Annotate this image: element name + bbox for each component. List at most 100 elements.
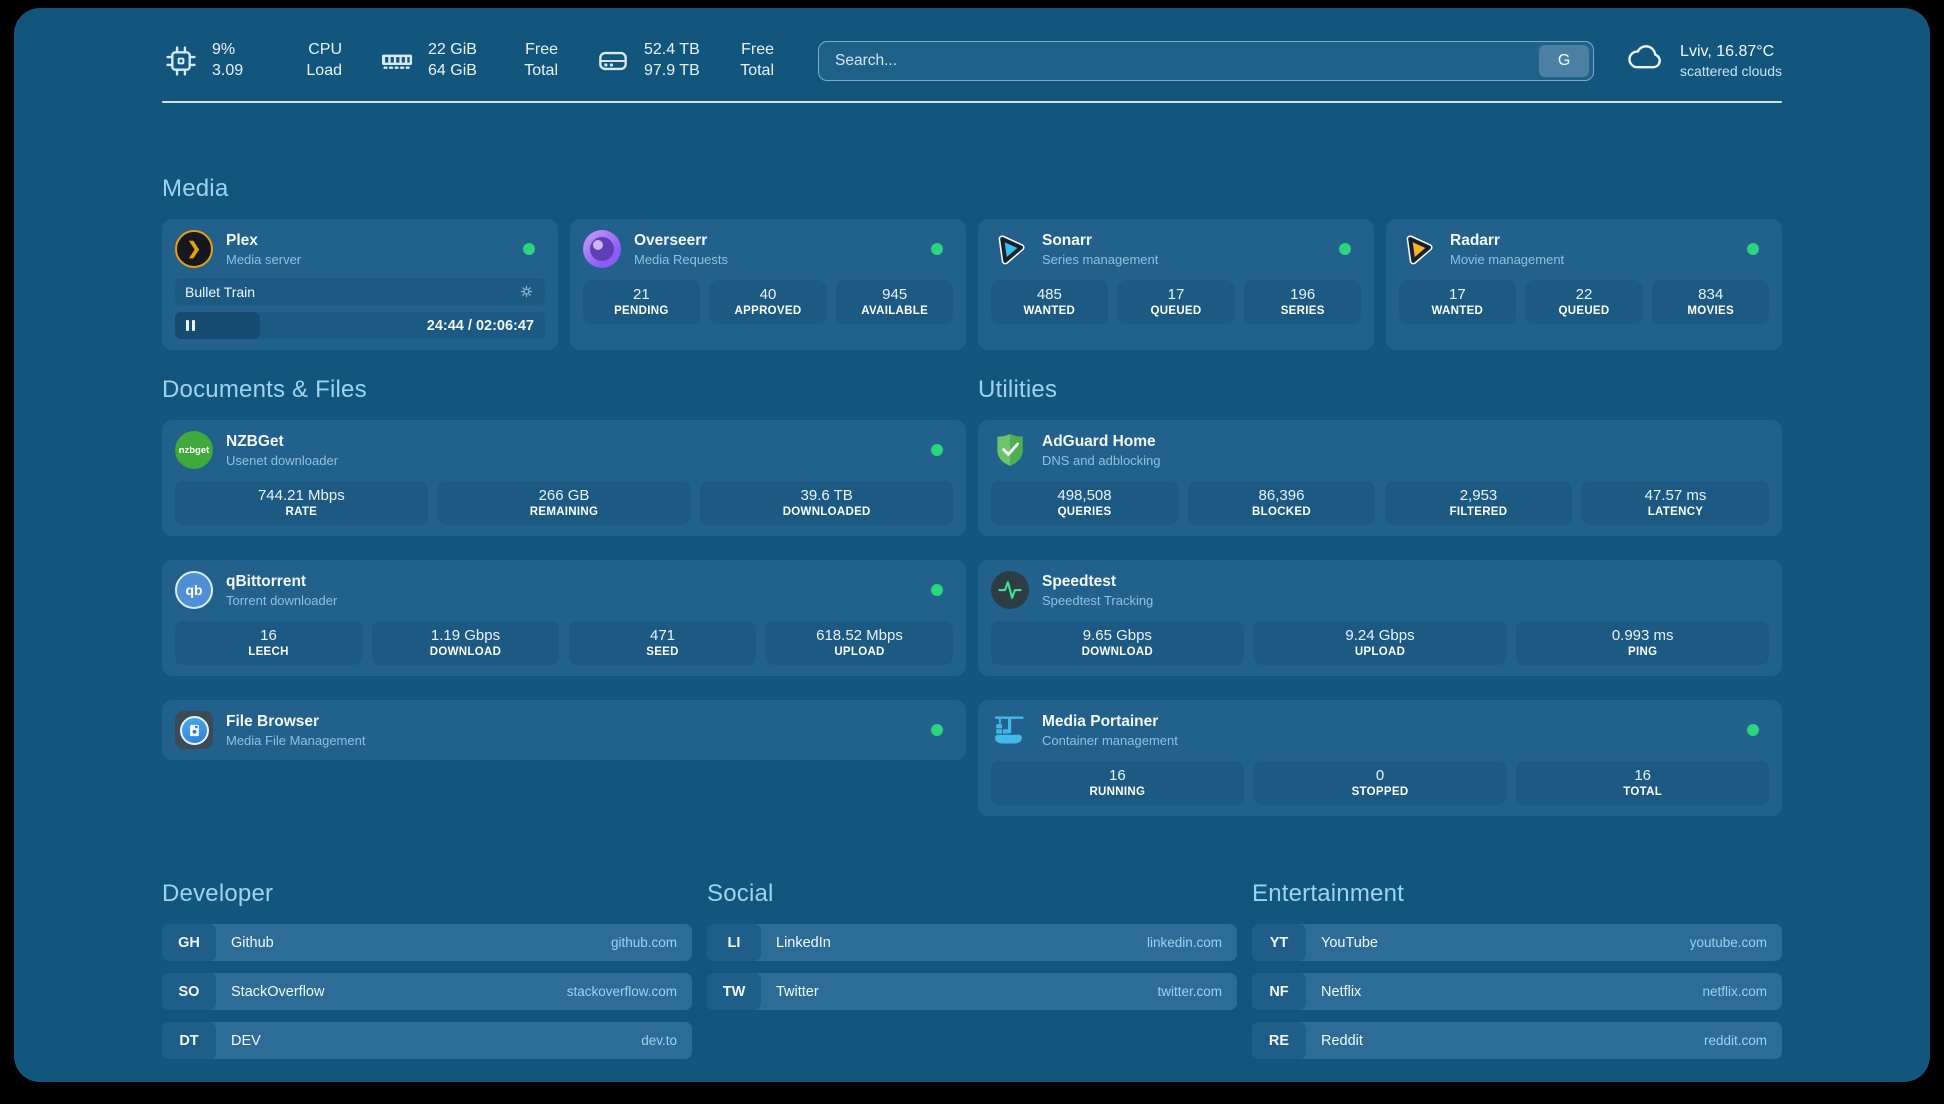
bookmark-domain: netflix.com [1702, 984, 1767, 999]
bookmark-abbr: LI [707, 924, 761, 961]
cpu-stat-widget: 9% CPU 3.09 Load [162, 40, 342, 82]
app-subtitle: Usenet downloader [226, 453, 339, 469]
status-dot [931, 724, 943, 736]
bookmark-github[interactable]: GH Github github.com [162, 924, 692, 961]
bookmark-name: StackOverflow [231, 983, 325, 1000]
bookmark-domain: youtube.com [1689, 935, 1767, 950]
status-dot [931, 243, 943, 255]
app-card-portainer[interactable]: Media Portainer Container management 16 R… [978, 700, 1782, 816]
app-card-qbittorrent[interactable]: qb qBittorrent Torrent downloader 16 LEEC… [162, 560, 966, 676]
disk-free-label: Free [741, 40, 774, 58]
stat-box: 16 LEECH [175, 621, 362, 665]
adguard-icon [991, 431, 1029, 469]
stat-box: 485 WANTED [991, 280, 1108, 324]
stat-box: 9.65 Gbps DOWNLOAD [991, 621, 1244, 665]
stat-box: 21 PENDING [583, 280, 700, 324]
speedtest-icon [991, 571, 1029, 609]
bookmark-linkedin[interactable]: LI LinkedIn linkedin.com [707, 924, 1237, 961]
bookmark-youtube[interactable]: YT YouTube youtube.com [1252, 924, 1782, 961]
stat-box: 40 APPROVED [709, 280, 827, 324]
section-title-media: Media [162, 175, 229, 202]
nzbget-icon: nzbget [175, 431, 213, 469]
playback-time: 24:44 / 02:06:47 [426, 317, 534, 334]
stat-box: 16 TOTAL [1516, 761, 1770, 805]
bookmark-twitter[interactable]: TW Twitter twitter.com [707, 973, 1237, 1010]
app-name: Overseerr [634, 232, 708, 249]
portainer-icon [991, 711, 1029, 749]
bookmark-reddit[interactable]: RE Reddit reddit.com [1252, 1022, 1782, 1059]
now-playing-row: Bullet Train [175, 278, 545, 305]
search-input[interactable] [819, 41, 1540, 80]
status-dot [523, 243, 535, 255]
bookmark-name: Reddit [1321, 1032, 1363, 1049]
bookmark-abbr: YT [1252, 924, 1306, 961]
app-card-speedtest[interactable]: Speedtest Speedtest Tracking 9.65 Gbps DO… [978, 560, 1782, 676]
search-engine-button[interactable]: G [1539, 44, 1590, 77]
bookmark-name: LinkedIn [776, 934, 831, 951]
app-name: Plex [226, 232, 258, 249]
top-bar: 9% CPU 3.09 Load 22 GiB Free 64 GiB Total [162, 36, 1782, 85]
app-card-sonarr[interactable]: Sonarr Series management 485 WANTED 17 QUE… [978, 219, 1374, 350]
app-card-nzbget[interactable]: nzbget NZBGet Usenet downloader 744.21 M… [162, 420, 966, 536]
ram-total-label: Total [524, 61, 558, 79]
bookmark-name: Netflix [1321, 983, 1362, 1000]
app-card-adguard[interactable]: AdGuard Home DNS and adblocking 498,508 Q… [978, 420, 1782, 536]
app-card-radarr[interactable]: Radarr Movie management 17 WANTED 22 QUEUE… [1386, 219, 1782, 350]
cpu-usage-label: CPU [308, 40, 342, 58]
app-subtitle: Speedtest Tracking [1042, 593, 1154, 609]
app-name: Radarr [1450, 232, 1500, 249]
app-card-plex[interactable]: ❯ Plex Media server Bullet Train [162, 219, 558, 350]
stat-box: 945 AVAILABLE [836, 280, 954, 324]
stat-box: 618.52 Mbps UPLOAD [766, 621, 953, 665]
stat-box: 2,953 FILTERED [1385, 481, 1572, 525]
memory-stat-widget: 22 GiB Free 64 GiB Total [378, 40, 558, 82]
bookmark-dev[interactable]: DT DEV dev.to [162, 1022, 692, 1059]
app-name: NZBGet [226, 433, 284, 450]
disk-total-value: 97.9 TB [644, 61, 700, 79]
stat-box: 86,396 BLOCKED [1188, 481, 1375, 525]
stat-box: 39.6 TB DOWNLOADED [700, 481, 954, 525]
app-card-overseerr[interactable]: Overseerr Media Requests 21 PENDING 40 APP… [570, 219, 966, 350]
sonarr-icon [991, 230, 1029, 268]
disk-free-value: 52.4 TB [644, 40, 700, 58]
bookmark-domain: dev.to [641, 1033, 677, 1048]
app-card-filebrowser[interactable]: File Browser Media File Management [162, 700, 966, 760]
status-dot [931, 444, 943, 456]
app-name: File Browser [226, 713, 320, 730]
stat-box: 498,508 QUERIES [991, 481, 1178, 525]
gear-icon[interactable] [518, 283, 535, 300]
plex-icon: ❯ [175, 230, 213, 268]
bookmark-stackoverflow[interactable]: SO StackOverflow stackoverflow.com [162, 973, 692, 1010]
status-dot [1747, 724, 1759, 736]
pause-icon[interactable] [186, 320, 189, 331]
dashboard-page: 9% CPU 3.09 Load 22 GiB Free 64 GiB Total [14, 8, 1930, 1082]
section-title-documents: Documents & Files [162, 376, 367, 403]
bookmark-group-title-social: Social [707, 880, 774, 907]
stat-box: 47.57 ms LATENCY [1582, 481, 1769, 525]
weather-widget: Lviv, 16.87°C scattered clouds [1624, 36, 1782, 85]
stat-box: 0.993 ms PING [1516, 621, 1770, 665]
stat-box: 17 QUEUED [1117, 280, 1235, 324]
ram-total-value: 64 GiB [428, 61, 477, 79]
status-dot [1747, 243, 1759, 255]
stat-box: 0 STOPPED [1253, 761, 1507, 805]
playback-progress-row: 24:44 / 02:06:47 [175, 312, 545, 339]
app-name: AdGuard Home [1042, 433, 1156, 450]
cpu-usage-value: 9% [212, 40, 236, 58]
bookmark-abbr: NF [1252, 973, 1306, 1010]
bookmark-group-title-entertainment: Entertainment [1252, 880, 1405, 907]
app-subtitle: Movie management [1450, 252, 1565, 268]
search-bar: G [818, 40, 1595, 81]
disk-icon [594, 42, 632, 80]
bookmark-domain: linkedin.com [1146, 935, 1222, 950]
bookmark-domain: stackoverflow.com [566, 984, 677, 999]
stat-box: 9.24 Gbps UPLOAD [1253, 621, 1507, 665]
app-name: Sonarr [1042, 232, 1092, 249]
bookmark-abbr: TW [707, 973, 761, 1010]
app-name: qBittorrent [226, 573, 307, 590]
bookmark-netflix[interactable]: NF Netflix netflix.com [1252, 973, 1782, 1010]
stat-box: 1.19 Gbps DOWNLOAD [372, 621, 559, 665]
app-subtitle: Container management [1042, 733, 1178, 749]
disk-stat-widget: 52.4 TB Free 97.9 TB Total [594, 40, 774, 82]
playback-progress-pill [175, 312, 261, 339]
